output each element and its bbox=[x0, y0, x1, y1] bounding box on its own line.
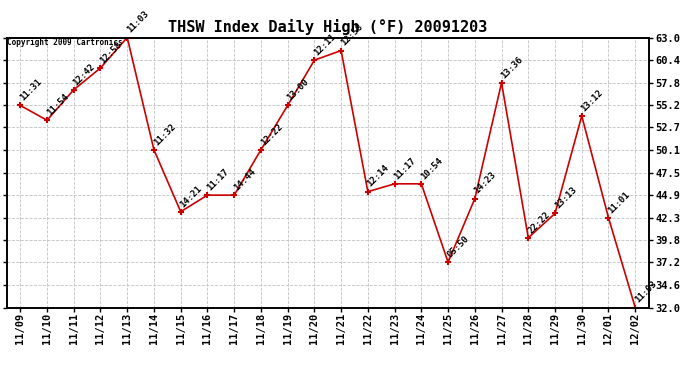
Text: 12:22: 12:22 bbox=[259, 122, 284, 147]
Text: 11:03: 11:03 bbox=[125, 9, 150, 35]
Text: 13:12: 13:12 bbox=[580, 88, 605, 113]
Text: 12:42: 12:42 bbox=[72, 62, 97, 87]
Text: 11:03: 11:03 bbox=[633, 279, 658, 305]
Text: 11:31: 11:31 bbox=[18, 77, 43, 103]
Text: 22:22: 22:22 bbox=[526, 210, 551, 235]
Text: 14:23: 14:23 bbox=[473, 171, 498, 196]
Text: 13:36: 13:36 bbox=[500, 55, 524, 80]
Text: 11:17: 11:17 bbox=[393, 156, 417, 181]
Text: 11:01: 11:01 bbox=[607, 190, 631, 215]
Text: 12:58: 12:58 bbox=[339, 22, 364, 48]
Text: 14:44: 14:44 bbox=[232, 167, 257, 192]
Text: 12:58: 12:58 bbox=[98, 40, 124, 65]
Text: 05:50: 05:50 bbox=[446, 234, 471, 260]
Text: 11:17: 11:17 bbox=[205, 167, 230, 192]
Text: 12:14: 12:14 bbox=[366, 164, 391, 189]
Title: THSW Index Daily High (°F) 20091203: THSW Index Daily High (°F) 20091203 bbox=[168, 19, 487, 35]
Text: 11:54: 11:54 bbox=[45, 92, 70, 117]
Text: 10:54: 10:54 bbox=[419, 156, 444, 181]
Text: 14:21: 14:21 bbox=[179, 183, 204, 209]
Text: 12:11: 12:11 bbox=[312, 32, 337, 57]
Text: 13:13: 13:13 bbox=[553, 185, 578, 211]
Text: Copyright 2009 Cartronics: Copyright 2009 Cartronics bbox=[7, 38, 123, 46]
Text: 13:00: 13:00 bbox=[286, 77, 310, 103]
Text: 11:32: 11:32 bbox=[152, 122, 177, 147]
